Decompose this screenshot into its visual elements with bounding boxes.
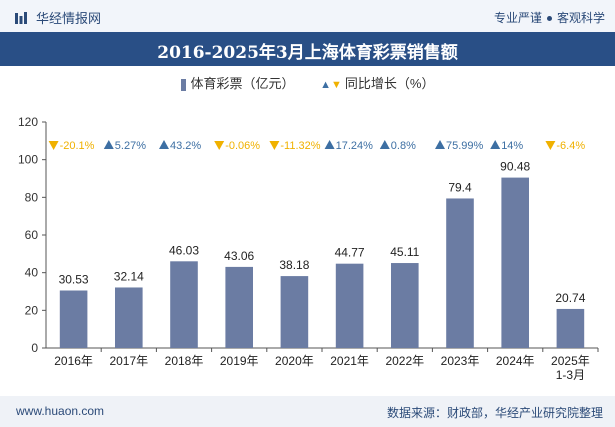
growth-down-triangle-icon	[214, 141, 225, 150]
tagline-left: 专业严谨	[493, 11, 542, 25]
footer-bar: www.huaon.com 数据来源：财政部，华经产业研究院整理	[0, 396, 615, 427]
chart-legend: 体育彩票（亿元） ▲▼ 同比增长（%）	[0, 73, 615, 92]
bar	[170, 261, 198, 348]
bar-value-label: 45.11	[390, 245, 419, 259]
growth-label: 14%	[501, 140, 523, 152]
x-tick-label: 2024年	[496, 354, 535, 368]
growth-label: 43.2%	[170, 140, 201, 152]
growth-label: -11.32%	[280, 140, 320, 152]
bar-value-label: 43.06	[224, 249, 254, 263]
bar	[59, 290, 88, 348]
x-tick-label: 2020年	[275, 354, 314, 368]
growth-label: 0.8%	[391, 140, 416, 152]
brand-logo-icon	[15, 11, 27, 24]
y-tick-label: 40	[25, 266, 39, 280]
x-tick-label: 2025年	[551, 354, 590, 368]
brand-name: 华经情报网	[36, 11, 102, 26]
bar	[115, 287, 143, 348]
bar	[280, 276, 309, 348]
x-tick-label: 2018年	[165, 354, 204, 368]
legend-up-triangle-icon: ▲	[320, 79, 332, 91]
x-tick-label: 2016年	[54, 354, 93, 368]
growth-down-triangle-icon	[48, 141, 59, 150]
growth-label: -0.06%	[225, 140, 260, 152]
brand[interactable]: 华经情报网	[14, 8, 101, 27]
legend-down-triangle-icon: ▼	[331, 79, 342, 91]
y-tick-label: 0	[31, 341, 38, 355]
y-tick-label: 60	[25, 228, 39, 242]
growth-down-triangle-icon	[269, 141, 280, 150]
growth-up-triangle-icon	[379, 140, 390, 149]
x-tick-label: 1-3月	[556, 368, 585, 382]
y-tick-label: 80	[25, 190, 39, 204]
tagline: 专业严谨 客观科学	[494, 9, 605, 26]
bar-value-label: 90.48	[500, 160, 530, 174]
bar	[225, 266, 253, 348]
growth-label: -20.1%	[60, 140, 95, 152]
bar-value-label: 30.53	[59, 273, 89, 287]
chart-title: 2016-2025年3月上海体育彩票销售额	[157, 43, 458, 63]
bar-value-label: 38.18	[279, 258, 309, 272]
legend-growth-label: 同比增长（%）	[344, 76, 435, 91]
growth-up-triangle-icon	[490, 140, 501, 149]
x-tick-label: 2017年	[109, 354, 148, 368]
growth-down-triangle-icon	[545, 141, 556, 150]
title-bar: 2016-2025年3月上海体育彩票销售额	[0, 32, 615, 66]
bar-value-label: 79.4	[448, 180, 472, 194]
growth-up-triangle-icon	[435, 140, 445, 149]
bar-value-label: 20.74	[555, 291, 585, 305]
footer-source: 数据来源：财政部，华经产业研究院整理	[386, 406, 603, 420]
bar	[501, 177, 529, 348]
x-tick-label: 2022年	[385, 354, 424, 368]
bar	[391, 263, 419, 348]
growth-label: 17.24%	[336, 140, 374, 152]
top-bar: 华经情报网 专业严谨 客观科学	[0, 0, 615, 32]
growth-label: 75.99%	[446, 140, 484, 152]
bar-value-label: 46.03	[169, 243, 199, 257]
bar-chart: 0 20 40 60 80 100 120 30.53 2016年 -20.1% 32.14 2017…	[18, 115, 599, 382]
tagline-right: 客观科学	[556, 11, 605, 25]
y-tick-label: 20	[25, 303, 39, 317]
footer-website-link[interactable]: www.huaon.com	[16, 404, 105, 418]
bar-value-label: 44.77	[335, 246, 365, 260]
growth-up-triangle-icon	[103, 140, 114, 149]
separator-dot-icon	[546, 16, 552, 22]
growth-up-triangle-icon	[324, 140, 335, 149]
bar-value-label: 32.14	[114, 269, 144, 283]
x-tick-label: 2023年	[441, 354, 480, 368]
growth-label: -6.4%	[556, 140, 585, 152]
legend-bar-swatch	[180, 78, 186, 91]
y-tick-label: 120	[18, 115, 38, 129]
growth-label: 5.27%	[115, 140, 146, 152]
bar	[446, 198, 474, 348]
y-tick-label: 100	[18, 153, 38, 167]
x-tick-label: 2019年	[220, 354, 259, 368]
bar	[556, 308, 585, 348]
x-tick-label: 2021年	[330, 354, 369, 368]
bar	[335, 263, 364, 348]
growth-up-triangle-icon	[159, 140, 169, 149]
legend-bar-label: 体育彩票（亿元）	[190, 76, 295, 91]
